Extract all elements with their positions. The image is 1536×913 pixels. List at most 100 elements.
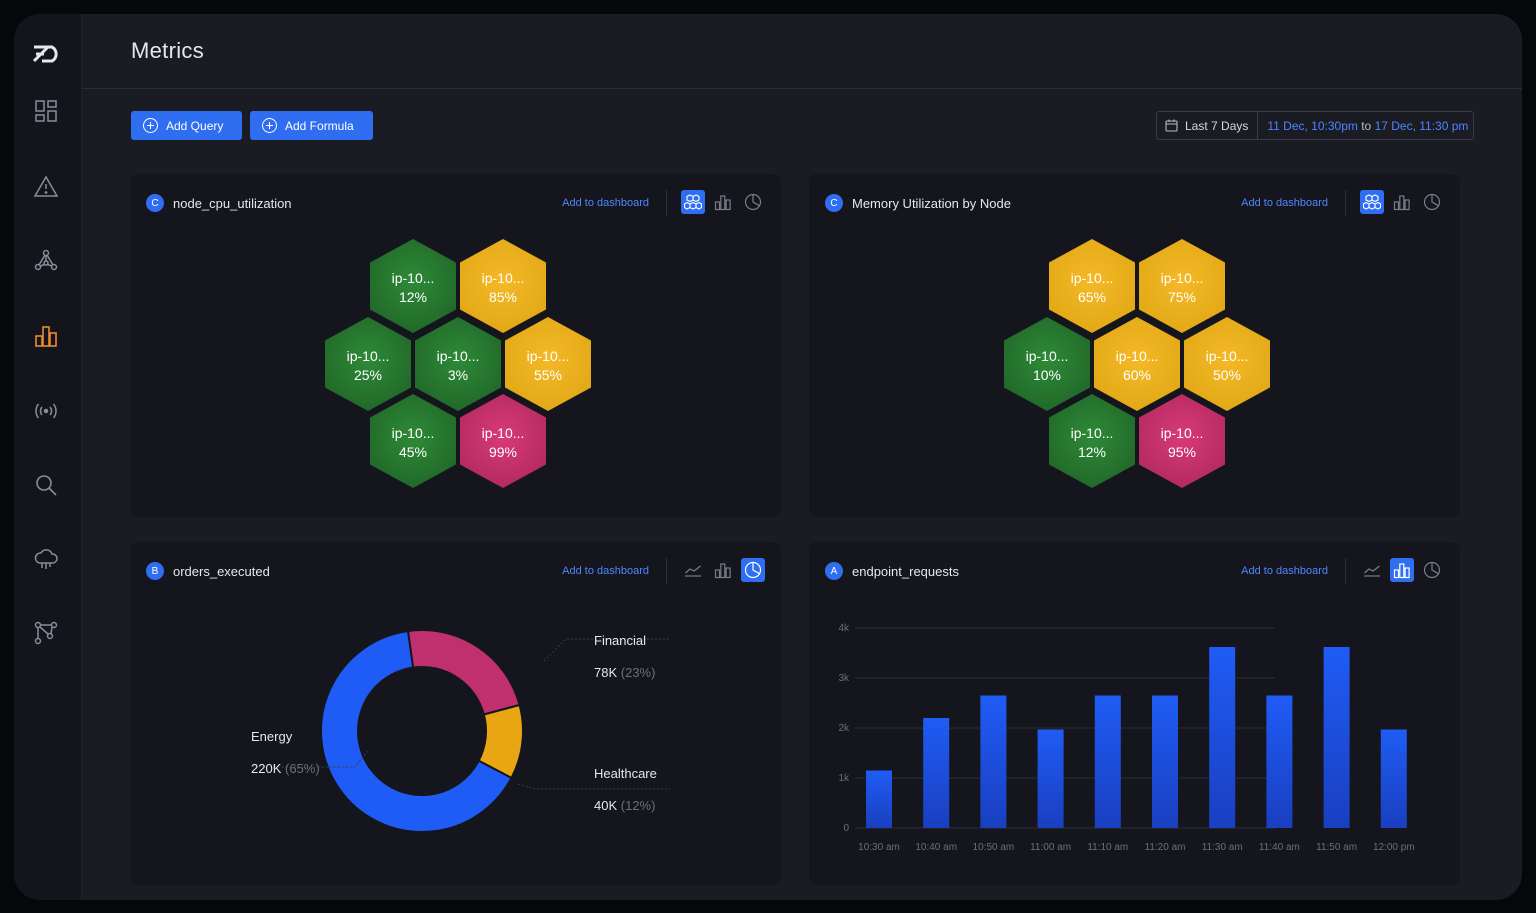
pie-chart-icon — [1423, 193, 1441, 211]
slice-value: 40K — [594, 798, 618, 813]
hex-cell[interactable]: ip-10... 25% — [325, 317, 411, 411]
x-tick-label: 10:30 am — [858, 842, 900, 853]
add-to-dashboard-link[interactable]: Add to dashboard — [1241, 197, 1328, 209]
slice-value: 220K — [251, 761, 282, 776]
bar-chart-icon — [35, 326, 57, 347]
hex-value: 3% — [447, 367, 469, 383]
view-switcher — [681, 558, 765, 582]
date-preset[interactable]: Last 7 Days — [1185, 112, 1259, 139]
query-badge: B — [146, 562, 164, 580]
add-query-button[interactable]: Add Query — [131, 111, 242, 140]
divider — [1345, 558, 1346, 584]
pie-view-button[interactable] — [1420, 558, 1444, 582]
bar[interactable] — [1209, 647, 1236, 828]
hex-value: 95% — [1167, 444, 1197, 460]
hex-node-name: ip-10... — [1160, 425, 1204, 441]
hex-label: ip-10... 12% — [370, 269, 456, 307]
query-badge: C — [146, 194, 164, 212]
bar-view-button[interactable] — [711, 558, 735, 582]
line-view-button[interactable] — [1360, 558, 1384, 582]
bar-view-button[interactable] — [711, 190, 735, 214]
hex-cell[interactable]: ip-10... 85% — [460, 239, 546, 333]
query-badge: A — [825, 562, 843, 580]
donut-chart — [251, 629, 670, 833]
line-view-button[interactable] — [681, 558, 705, 582]
bar[interactable] — [980, 695, 1007, 829]
nav-search[interactable] — [28, 467, 64, 503]
bar[interactable] — [1380, 729, 1407, 829]
date-range-picker[interactable]: Last 7 Days 11 Dec, 10:30pm to 17 Dec, 1… — [1156, 111, 1474, 140]
hex-cell[interactable]: ip-10... 10% — [1004, 317, 1090, 411]
nav-pipelines[interactable] — [28, 615, 64, 651]
hex-cell[interactable]: ip-10... 99% — [460, 394, 546, 488]
bar[interactable] — [1152, 695, 1178, 829]
honeycomb-view-button[interactable] — [681, 190, 705, 214]
bar-view-button[interactable] — [1390, 190, 1414, 214]
add-query-label: Add Query — [166, 118, 224, 133]
y-tick-label: 2k — [838, 723, 850, 734]
add-formula-button[interactable]: Add Formula — [250, 111, 373, 140]
hex-cell[interactable]: ip-10... 55% — [505, 317, 591, 411]
bar-view-button[interactable] — [1390, 558, 1414, 582]
add-to-dashboard-link[interactable]: Add to dashboard — [562, 197, 649, 209]
bar[interactable] — [1037, 729, 1064, 829]
pie-view-button[interactable] — [1420, 190, 1444, 214]
x-tick-label: 10:40 am — [915, 842, 957, 853]
hex-node-name: ip-10... — [1025, 348, 1069, 364]
bar[interactable] — [923, 718, 950, 828]
hex-label: ip-10... 12% — [1049, 424, 1135, 462]
nav-metrics[interactable] — [28, 318, 64, 354]
hex-node-name: ip-10... — [391, 270, 435, 286]
nav-alerts[interactable] — [28, 169, 64, 205]
nav-signals[interactable] — [28, 393, 64, 429]
bar[interactable] — [1094, 695, 1121, 829]
bar[interactable] — [1266, 695, 1293, 829]
x-tick-label: 10:50 am — [973, 842, 1015, 853]
search-icon — [36, 475, 57, 496]
query-badge: C — [825, 194, 843, 212]
hex-label: ip-10... 75% — [1139, 269, 1225, 307]
pipeline-icon — [34, 621, 58, 645]
bar-chart-icon — [714, 195, 731, 211]
hex-value: 99% — [488, 444, 518, 460]
hex-cell[interactable]: ip-10... 75% — [1139, 239, 1225, 333]
hex-value: 85% — [488, 289, 518, 305]
hex-label: ip-10... 45% — [370, 424, 456, 462]
donut-slice-financial[interactable] — [406, 629, 521, 716]
add-to-dashboard-link[interactable]: Add to dashboard — [1241, 565, 1328, 577]
hex-cell[interactable]: ip-10... 12% — [1049, 394, 1135, 488]
hex-cell[interactable]: ip-10... 12% — [370, 239, 456, 333]
cloud-icon — [34, 549, 58, 569]
donut-slice-energy[interactable] — [320, 629, 513, 833]
hex-cell[interactable]: ip-10... 65% — [1049, 239, 1135, 333]
bar[interactable] — [1323, 647, 1350, 828]
nav-cloud[interactable] — [28, 541, 64, 577]
hex-cell[interactable]: ip-10... 3% — [415, 317, 501, 411]
hex-cell[interactable]: ip-10... 60% — [1094, 317, 1180, 411]
legend-label-energy: Energy — [251, 729, 293, 744]
slice-percent: (65%) — [285, 761, 320, 776]
hex-node-name: ip-10... — [526, 348, 570, 364]
panel-title: endpoint_requests — [852, 563, 959, 579]
pie-view-button[interactable] — [741, 190, 765, 214]
bar[interactable] — [866, 770, 892, 829]
pie-view-button[interactable] — [741, 558, 765, 582]
alert-triangle-icon — [33, 175, 59, 197]
hex-shape — [1184, 317, 1270, 411]
date-range-value[interactable]: 11 Dec, 10:30pm to 17 Dec, 11:30 pm — [1258, 119, 1468, 133]
calendar-icon — [1157, 119, 1185, 132]
pie-chart-icon — [744, 193, 762, 211]
app-window: Metrics Add Query Add Formula Last 7 Day… — [14, 14, 1522, 900]
hex-cell[interactable]: ip-10... 45% — [370, 394, 456, 488]
hex-label: ip-10... 99% — [460, 424, 546, 462]
panel-header: C node_cpu_utilization Add to dashboard — [146, 190, 765, 216]
hex-shape — [1094, 317, 1180, 411]
logo-icon[interactable] — [30, 42, 62, 66]
hex-label: ip-10... 85% — [460, 269, 546, 307]
nav-topology[interactable] — [28, 243, 64, 279]
hex-cell[interactable]: ip-10... 50% — [1184, 317, 1270, 411]
add-to-dashboard-link[interactable]: Add to dashboard — [562, 565, 649, 577]
honeycomb-view-button[interactable] — [1360, 190, 1384, 214]
nav-dashboards[interactable] — [28, 93, 64, 129]
hex-cell[interactable]: ip-10... 95% — [1139, 394, 1225, 488]
